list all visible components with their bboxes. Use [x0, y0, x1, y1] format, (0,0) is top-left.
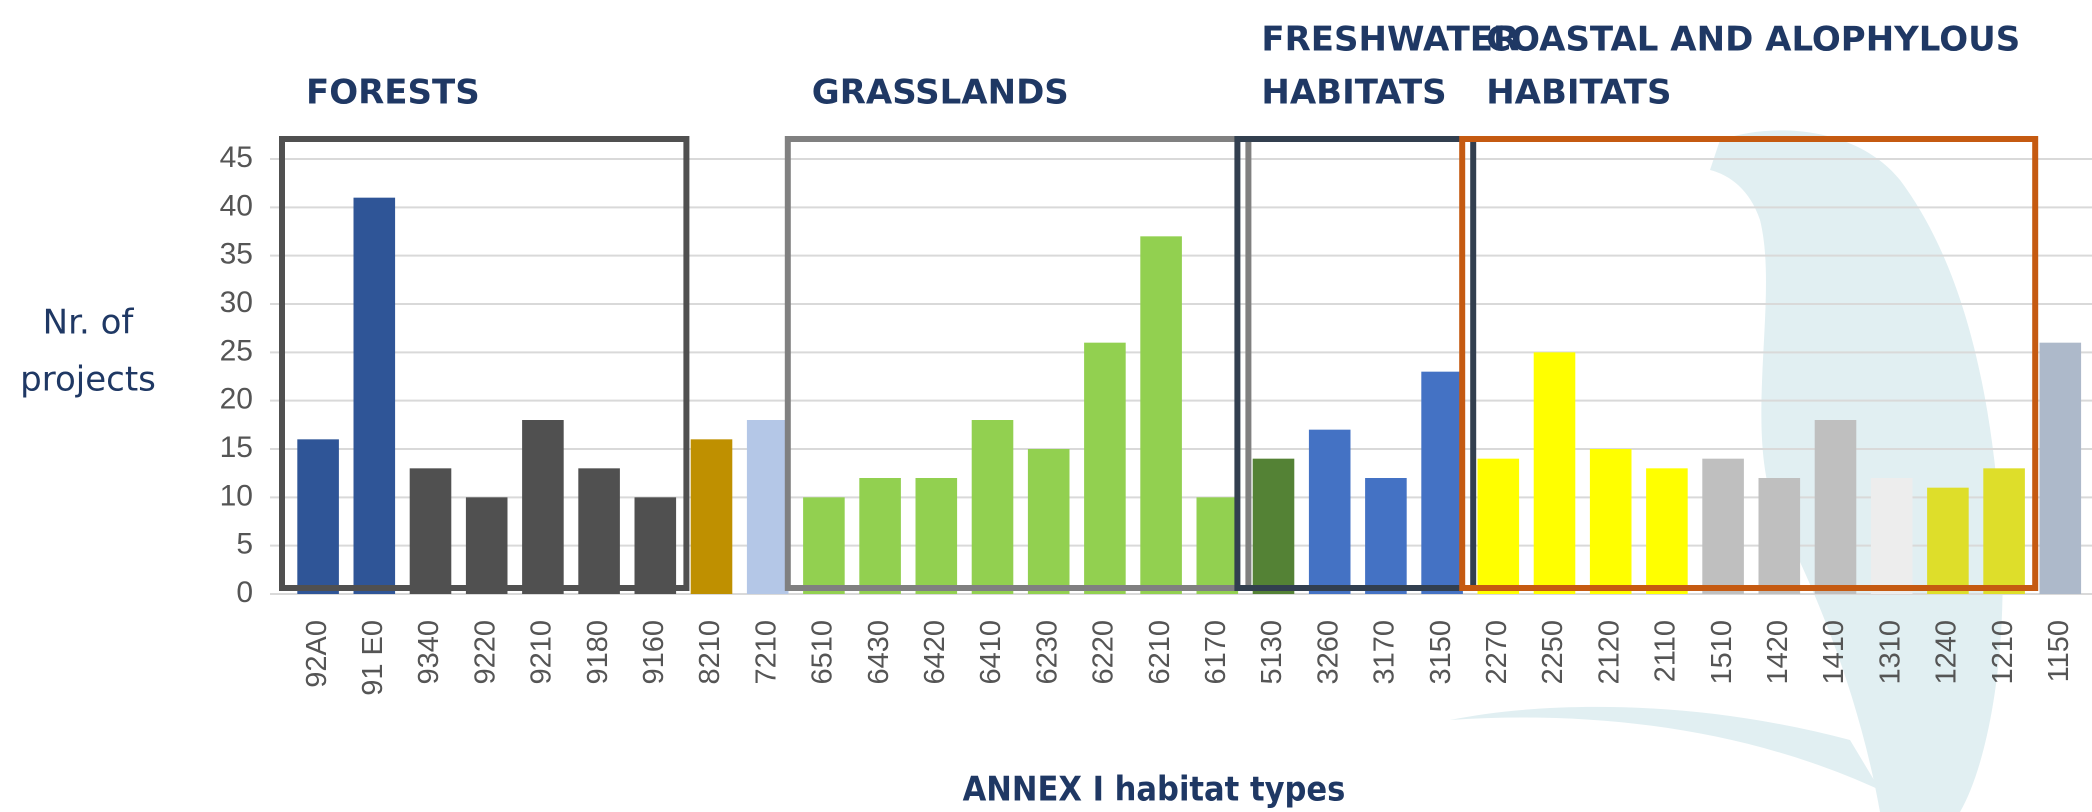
- x-tick-label: 6170: [1200, 620, 1232, 685]
- y-tick-label: 30: [220, 286, 253, 319]
- bar: [690, 439, 733, 594]
- y-axis-label: projects: [20, 360, 156, 400]
- x-tick-label: 92A0: [301, 620, 333, 688]
- y-tick-label: 0: [236, 576, 253, 609]
- x-tick-label: 8210: [694, 620, 726, 685]
- y-tick-label: 45: [220, 141, 253, 174]
- x-tick-label: 1310: [1874, 620, 1906, 685]
- bar: [1927, 487, 1969, 594]
- x-tick-label: 1210: [1987, 620, 2019, 685]
- bar: [971, 420, 1014, 594]
- bar: [1983, 468, 2025, 594]
- bar: [353, 197, 396, 594]
- bar: [465, 497, 508, 594]
- x-tick-label: 6430: [863, 620, 895, 685]
- bar: [859, 478, 901, 594]
- x-tick-label: 2110: [1650, 620, 1682, 682]
- bar: [1477, 458, 1520, 594]
- bar: [746, 420, 789, 594]
- x-tick-label: 9220: [469, 620, 501, 685]
- x-tick-label: 6210: [1144, 620, 1176, 685]
- bar: [915, 478, 958, 594]
- x-axis-label: ANNEX I habitat types: [963, 770, 1346, 810]
- x-tick-label: 6410: [975, 620, 1007, 685]
- bar: [1027, 449, 1070, 594]
- y-tick-label: 40: [220, 189, 253, 222]
- y-tick-label: 25: [220, 334, 253, 367]
- group-box: [784, 136, 1252, 591]
- x-tick-label: 7210: [750, 620, 782, 685]
- x-tick-label: 2270: [1481, 620, 1513, 685]
- x-tick-label: 9210: [526, 620, 558, 685]
- x-tick-label: 91 E0: [357, 620, 389, 696]
- bar: [1252, 458, 1295, 594]
- group-label: HABITATS: [1261, 73, 1446, 113]
- group-box: [1234, 136, 1477, 591]
- y-tick-label: 15: [220, 431, 253, 464]
- bar: [1589, 449, 1632, 594]
- x-tick-label: 3170: [1369, 620, 1401, 685]
- bar: [1196, 497, 1239, 594]
- x-tick-label: 6510: [807, 620, 839, 685]
- bar: [1702, 458, 1744, 594]
- x-tick-label: 9180: [582, 620, 614, 685]
- bar: [1308, 429, 1351, 594]
- x-tick-label: 3260: [1312, 620, 1344, 685]
- bar: [634, 497, 677, 594]
- x-tick-label: 9160: [638, 620, 670, 685]
- x-tick-label: 1510: [1706, 620, 1738, 685]
- y-tick-label: 20: [220, 383, 253, 416]
- x-tick-label: 1420: [1762, 620, 1794, 685]
- bar: [522, 420, 564, 594]
- x-tick-label: 6420: [919, 620, 951, 685]
- x-tick-label: 2250: [1537, 620, 1569, 685]
- y-tick-label: 5: [236, 528, 253, 561]
- group-label: COASTAL AND ALOPHYLOUS: [1486, 20, 2020, 60]
- bar: [1365, 478, 1407, 594]
- x-tick-label: 1410: [1818, 620, 1850, 685]
- bar: [1084, 342, 1126, 594]
- group-label: FRESHWATER: [1261, 20, 1519, 60]
- bar: [803, 497, 845, 594]
- bar: [297, 439, 339, 594]
- bar: [1870, 478, 1913, 594]
- bar: [1140, 236, 1182, 595]
- group-label: GRASSLANDS: [812, 73, 1069, 113]
- bar: [1646, 468, 1688, 594]
- bar: [578, 468, 620, 594]
- bar: [2039, 342, 2082, 594]
- x-tick-label: 6220: [1088, 620, 1120, 685]
- y-tick-label: 35: [220, 238, 253, 271]
- group-box: [279, 136, 690, 591]
- watermark: [1450, 130, 2003, 812]
- x-tick-label: 1240: [1931, 620, 1963, 685]
- x-tick-label: 6230: [1031, 620, 1063, 685]
- x-tick-label: 5130: [1256, 620, 1288, 685]
- x-tick-label: 3150: [1425, 620, 1457, 685]
- y-axis-label: Nr. of: [43, 303, 135, 343]
- group-box: [1459, 136, 2039, 591]
- x-tick-label: 2120: [1593, 620, 1625, 685]
- bar: [1533, 352, 1576, 594]
- bar: [1421, 371, 1463, 594]
- group-label: FORESTS: [306, 73, 480, 113]
- group-label: HABITATS: [1486, 73, 1671, 113]
- bar: [1814, 420, 1857, 594]
- x-tick-label: 1150: [2043, 620, 2075, 682]
- x-tick-label: 9340: [413, 620, 445, 685]
- bar: [1758, 478, 1801, 594]
- bar: [409, 468, 452, 594]
- y-tick-label: 10: [220, 479, 253, 512]
